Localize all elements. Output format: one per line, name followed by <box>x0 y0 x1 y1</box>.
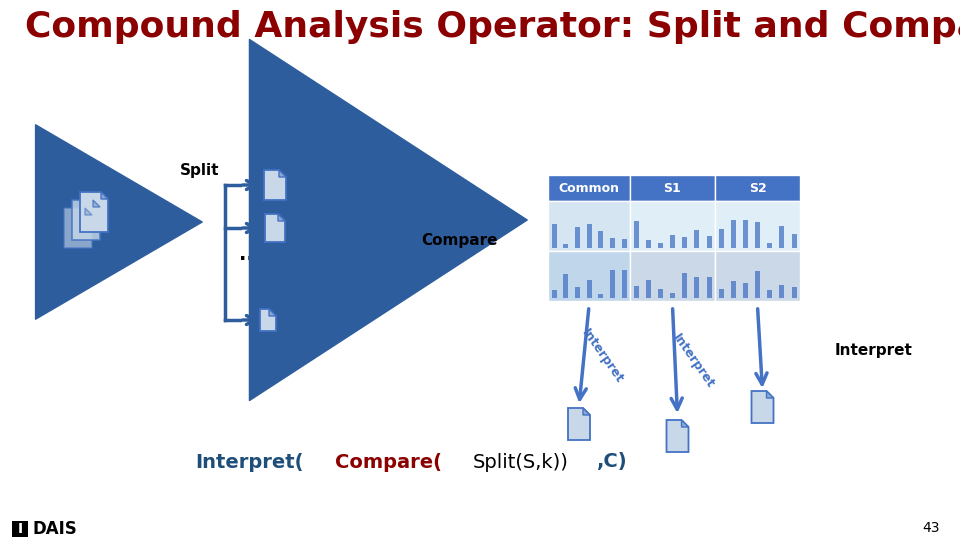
Text: Split: Split <box>180 163 220 178</box>
Polygon shape <box>72 200 100 240</box>
Polygon shape <box>766 391 774 398</box>
Text: Interpret(: Interpret( <box>195 453 303 471</box>
Bar <box>718 228 724 248</box>
Text: I: I <box>17 522 23 536</box>
Text: 43: 43 <box>923 521 940 535</box>
Bar <box>707 236 711 248</box>
Bar <box>621 239 627 248</box>
Bar <box>548 251 630 301</box>
Bar <box>718 289 724 298</box>
Text: ...: ... <box>239 246 261 265</box>
Bar <box>548 175 630 201</box>
Bar <box>731 281 735 298</box>
Polygon shape <box>80 192 108 232</box>
Text: Compare(: Compare( <box>335 453 442 471</box>
Bar <box>575 287 580 298</box>
Polygon shape <box>264 170 286 200</box>
Bar <box>780 285 784 298</box>
Polygon shape <box>666 420 688 452</box>
Bar <box>670 293 675 298</box>
Bar <box>548 201 630 251</box>
Bar <box>767 244 772 248</box>
Text: S1: S1 <box>663 181 682 194</box>
Bar <box>707 277 711 298</box>
Bar <box>587 280 591 298</box>
Bar <box>658 289 662 298</box>
Text: Compare: Compare <box>421 233 498 247</box>
Bar <box>755 271 760 298</box>
Bar <box>683 273 687 298</box>
Bar <box>767 290 772 298</box>
Bar <box>755 222 760 248</box>
Bar <box>575 227 580 248</box>
Polygon shape <box>682 420 688 427</box>
Text: Common: Common <box>559 181 619 194</box>
Bar <box>551 290 557 298</box>
Bar <box>587 224 591 248</box>
Bar <box>610 238 614 248</box>
Bar <box>743 220 748 248</box>
Polygon shape <box>269 309 276 316</box>
Text: S2: S2 <box>749 181 766 194</box>
Bar <box>634 286 638 298</box>
Bar <box>683 237 687 248</box>
Bar <box>791 234 797 248</box>
Bar <box>780 226 784 248</box>
Bar <box>646 280 651 298</box>
Bar <box>551 224 557 248</box>
Bar <box>630 251 715 301</box>
Bar <box>670 235 675 248</box>
Bar <box>634 221 638 248</box>
Bar <box>630 201 715 251</box>
Bar <box>743 283 748 298</box>
Polygon shape <box>583 408 590 415</box>
Bar <box>646 240 651 248</box>
Bar <box>715 175 800 201</box>
Bar <box>598 231 603 248</box>
Polygon shape <box>260 309 276 331</box>
Polygon shape <box>568 408 590 440</box>
Bar <box>694 230 699 248</box>
Bar <box>564 244 568 248</box>
Text: Compound Analysis Operator: Split and Compare: Compound Analysis Operator: Split and Co… <box>25 10 960 44</box>
Text: Split(S,k)): Split(S,k)) <box>473 453 569 471</box>
Polygon shape <box>85 208 92 215</box>
Bar <box>564 274 568 298</box>
Bar <box>715 251 800 301</box>
Bar <box>791 287 797 298</box>
Text: DAIS: DAIS <box>32 520 77 538</box>
Polygon shape <box>278 214 285 221</box>
Bar <box>658 243 662 248</box>
Polygon shape <box>93 200 100 207</box>
Polygon shape <box>64 208 92 248</box>
Bar <box>610 269 614 298</box>
Bar <box>715 201 800 251</box>
Bar <box>630 175 715 201</box>
Text: Interpret: Interpret <box>579 326 626 386</box>
Bar <box>621 270 627 298</box>
Polygon shape <box>101 192 108 199</box>
Text: Interpret: Interpret <box>669 332 716 390</box>
Bar <box>12 521 28 537</box>
Polygon shape <box>265 214 285 242</box>
Bar <box>694 276 699 298</box>
Polygon shape <box>752 391 774 423</box>
Bar <box>598 294 603 298</box>
Bar <box>731 220 735 248</box>
Text: ,C): ,C) <box>597 453 628 471</box>
Text: Interpret: Interpret <box>835 343 913 359</box>
Polygon shape <box>279 170 286 177</box>
